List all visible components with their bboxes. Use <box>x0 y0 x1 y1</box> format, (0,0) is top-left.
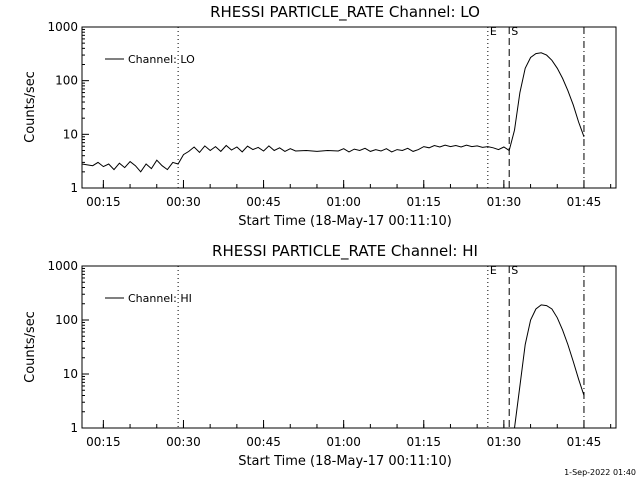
x-tick-label: 01:30 <box>487 435 522 449</box>
series-line-lo <box>81 52 585 173</box>
y-tick-label: 100 <box>55 313 78 327</box>
legend-entry: Channel: HI <box>128 292 192 305</box>
chart-title: RHESSI PARTICLE_RATE Channel: HI <box>212 242 478 261</box>
y-tick-label: 1000 <box>47 259 78 273</box>
x-tick-label: 01:30 <box>487 195 522 209</box>
event-marker-label: E <box>490 264 497 277</box>
x-axis-label: Start Time (18-May-17 00:11:10) <box>238 454 452 469</box>
legend: Channel: LO <box>105 53 195 66</box>
plot-frame <box>81 265 617 429</box>
plot-frame <box>81 26 617 189</box>
x-tick-label: 01:00 <box>326 195 361 209</box>
event-marker-label: S <box>511 264 518 277</box>
y-tick-label: 100 <box>55 74 78 88</box>
generation-timestamp: 1-Sep-2022 01:40 <box>564 468 636 477</box>
x-tick-label: 01:45 <box>567 435 602 449</box>
x-ticks: 00:15 00:30 00:45 01:00 01:15 01:30 01:45 <box>86 420 612 449</box>
x-tick-label: 00:45 <box>246 435 281 449</box>
y-tick-label: 1 <box>70 181 78 195</box>
event-marker-label: E <box>490 25 497 38</box>
chart-panel-hi: RHESSI PARTICLE_RATE Channel: HI Counts/… <box>23 242 617 469</box>
x-tick-label: 00:30 <box>166 195 201 209</box>
y-axis-label: Counts/sec <box>23 71 38 143</box>
x-tick-label: 00:15 <box>86 195 121 209</box>
x-tick-label: 00:30 <box>166 435 201 449</box>
y-tick-label: 10 <box>63 127 78 141</box>
chart-title: RHESSI PARTICLE_RATE Channel: LO <box>210 3 480 22</box>
legend: Channel: HI <box>105 292 192 305</box>
chart-panel-lo: RHESSI PARTICLE_RATE Channel: LO Counts/… <box>23 3 617 229</box>
x-tick-label: 00:15 <box>86 435 121 449</box>
y-tick-label: 1 <box>70 421 78 435</box>
y-axis-label: Counts/sec <box>23 311 38 383</box>
x-tick-label: 01:00 <box>326 435 361 449</box>
y-ticks: 1 10 100 1000 <box>47 20 89 195</box>
x-tick-label: 01:15 <box>406 435 441 449</box>
x-ticks: 00:15 00:30 00:45 01:00 01:15 01:30 01:45 <box>86 180 612 209</box>
event-marker-label: S <box>511 25 518 38</box>
x-tick-label: 01:15 <box>406 195 441 209</box>
y-tick-label: 10 <box>63 367 78 381</box>
y-ticks: 1 10 100 1000 <box>47 259 89 435</box>
y-tick-label: 1000 <box>47 20 78 34</box>
x-axis-label: Start Time (18-May-17 00:11:10) <box>238 214 452 229</box>
x-tick-label: 01:45 <box>567 195 602 209</box>
series-line-hi <box>514 304 585 429</box>
legend-entry: Channel: LO <box>128 53 195 66</box>
x-tick-label: 00:45 <box>246 195 281 209</box>
